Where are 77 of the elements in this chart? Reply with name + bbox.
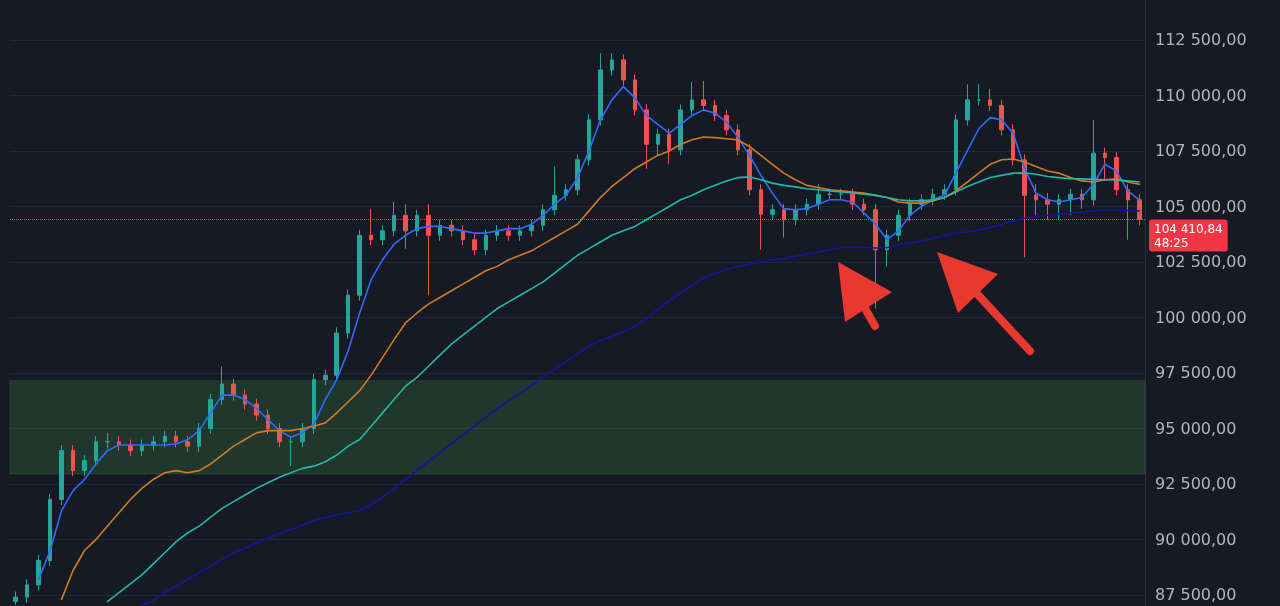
candlestick (644, 103, 649, 170)
candlestick (908, 198, 912, 222)
candlestick (289, 435, 293, 467)
candlestick (105, 432, 110, 449)
candlestick (793, 203, 798, 226)
y-tick-label: 112 500,00 (1155, 30, 1247, 50)
candlestick (621, 53, 626, 86)
candlestick (380, 224, 385, 246)
y-tick-label: 97 500,00 (1155, 363, 1237, 383)
candlestick (518, 224, 522, 242)
candlestick (862, 198, 866, 216)
candlestick (36, 554, 41, 591)
candlestick (816, 183, 821, 211)
candlestick (403, 203, 408, 250)
candlestick (656, 128, 660, 156)
text: 48:25 (1154, 235, 1189, 250)
candlestick (484, 229, 488, 256)
candlestick (598, 52, 603, 126)
candlestick (25, 578, 29, 604)
candlestick (667, 128, 671, 165)
candlestick (690, 81, 694, 116)
candlestick (426, 203, 431, 296)
candlestick (896, 209, 901, 242)
candlestick (988, 88, 992, 112)
candlestick (472, 233, 477, 256)
candlestick (495, 224, 499, 242)
candlestick (197, 422, 201, 453)
candlestick (1034, 183, 1038, 216)
y-tick-label: 105 000,00 (1155, 196, 1247, 216)
candlestick (220, 365, 224, 406)
candlestick (506, 224, 511, 242)
candlestick (701, 80, 706, 112)
y-tick-label: 110 000,00 (1155, 85, 1247, 105)
candlestick (231, 377, 236, 402)
candlestick (552, 165, 557, 216)
candlestick (82, 454, 87, 477)
candlestick (1068, 188, 1073, 216)
candlestick (759, 183, 763, 251)
y-tick-label: 102 500,00 (1155, 252, 1247, 272)
candlestick (438, 219, 442, 242)
candlestick (71, 444, 75, 477)
candlestick (529, 219, 534, 237)
candlestick (1137, 193, 1142, 226)
candlestick (770, 203, 775, 221)
candlestick (59, 444, 64, 506)
candlestick (185, 435, 190, 453)
candlestick (461, 224, 465, 246)
candlestick (174, 430, 178, 448)
candlestick (1126, 183, 1130, 241)
candlestick (633, 73, 637, 116)
candlestick (346, 289, 350, 340)
candlestick (163, 430, 167, 448)
candlestick (977, 83, 981, 106)
candlestick (48, 493, 52, 567)
candlestick (1045, 192, 1050, 221)
candlestick (392, 201, 396, 237)
candlestick (13, 591, 18, 606)
candlestick (415, 209, 419, 237)
candlestick (323, 369, 328, 386)
candlestick (965, 83, 970, 126)
candlestick (369, 208, 373, 246)
candlestick (610, 52, 614, 76)
candlestick (1091, 119, 1096, 206)
candlestick (999, 99, 1004, 136)
y-tick-label: 87 500,00 (1155, 585, 1237, 605)
y-tick-label: 95 000,00 (1155, 418, 1237, 438)
candlestick (1103, 147, 1107, 181)
y-tick-label: 100 000,00 (1155, 307, 1247, 327)
y-tick-label: 90 000,00 (1155, 529, 1237, 549)
ref-line-label: 104 410,84 (1154, 221, 1223, 236)
candlestick (954, 113, 958, 196)
candlestick (782, 203, 786, 239)
candlestick (678, 103, 683, 156)
candlestick (357, 229, 362, 302)
y-tick-label: 92 500,00 (1155, 474, 1237, 494)
line-series (37, 85, 1141, 581)
y-tick-label: 107 500,00 (1155, 141, 1247, 161)
